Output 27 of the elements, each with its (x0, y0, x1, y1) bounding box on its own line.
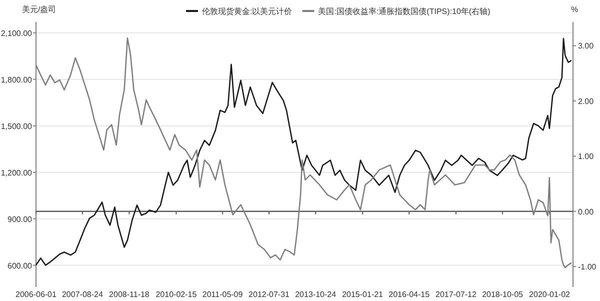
x-tick-label: 2020-01-02 (529, 290, 571, 299)
x-tick-label: 2015-01-21 (342, 290, 384, 299)
x-tick-label: 2017-07-12 (436, 290, 477, 299)
y-tick-label: 900.00 (8, 214, 33, 224)
y2-tick-label: 2.00 (578, 96, 594, 106)
y2-tick-label: 1.00 (578, 152, 594, 162)
legend-label: 伦敦现货黄金:以美元计价 (202, 7, 292, 16)
y-tick-label: 600.00 (8, 261, 33, 270)
x-tick-label: 2011-05-09 (202, 290, 244, 299)
x-tick-label: 2010-02-15 (156, 290, 198, 299)
y2-tick-label: 3.00 (578, 42, 594, 51)
y2-tick-label: -1.00 (578, 262, 597, 272)
x-tick-label: 2007-08-24 (62, 290, 104, 299)
x-tick-label: 2008-11-18 (109, 290, 150, 299)
y-tick-label: 1,500.00 (0, 122, 33, 131)
x-tick-label: 2012-07-31 (248, 290, 290, 299)
x-tick-label: 2006-06-01 (16, 290, 58, 299)
y-tick-label: 1,800.00 (0, 75, 33, 84)
y-tick-label: 2,100.00 (0, 28, 33, 38)
legend-label: 美国:国债收益率:通胀指数国债(TIPS):10年(右轴) (318, 7, 491, 16)
y2-axis-title: % (571, 5, 578, 14)
x-tick-label: 2013-10-24 (295, 290, 337, 299)
y-tick-label: 1,200.00 (0, 168, 33, 178)
x-tick-label: 2018-10-05 (482, 290, 524, 299)
y2-tick-label: 0.00 (578, 207, 594, 216)
y-axis-title: 美元/盎司 (22, 5, 56, 14)
x-tick-label: 2016-04-15 (388, 290, 430, 299)
